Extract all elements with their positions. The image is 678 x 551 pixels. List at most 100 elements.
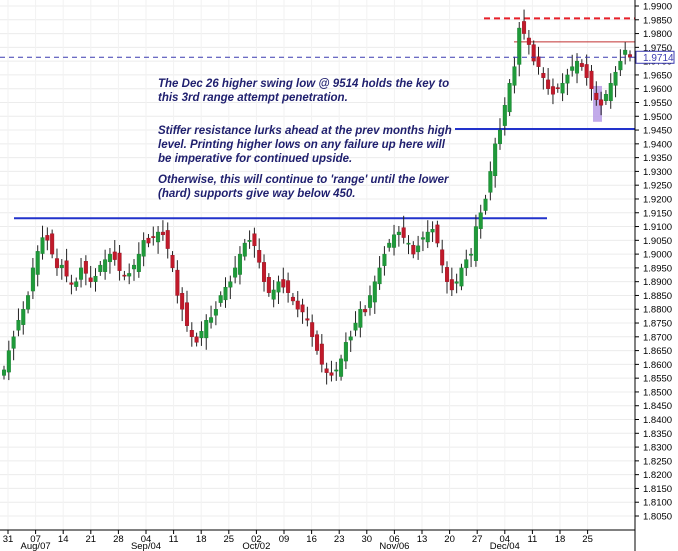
- x-tick-label: 02: [251, 534, 262, 545]
- candle-down: [584, 64, 589, 78]
- y-tick-label: 1.8850: [643, 291, 672, 302]
- candle-up: [26, 295, 31, 310]
- x-tick-label: 18: [196, 534, 207, 545]
- candle-down: [546, 79, 551, 89]
- y-tick-label: 1.9350: [643, 153, 672, 164]
- candle-down: [579, 63, 584, 67]
- candle-up: [608, 82, 613, 102]
- candle-down: [184, 302, 189, 326]
- candle-down: [170, 255, 175, 269]
- candle-up: [575, 60, 580, 74]
- candle-up: [497, 129, 502, 145]
- y-axis-ticks: 1.99001.98501.98001.97501.97001.96501.96…: [635, 2, 672, 523]
- x-axis-ticks: 31 07 14 21 28 04 11 18 25 02 09 16 23 30 06 13 20 27 04 11…: [3, 530, 593, 545]
- candle-up: [93, 275, 98, 282]
- candle-down: [122, 274, 127, 277]
- x-tick-label: 27: [472, 534, 483, 545]
- candle-up: [103, 259, 108, 272]
- candle-up: [478, 212, 483, 229]
- candle-up: [59, 264, 64, 269]
- y-tick-label: 1.9450: [643, 126, 672, 137]
- candle-up: [209, 317, 214, 323]
- candle-up: [454, 281, 459, 284]
- candle-up: [502, 105, 507, 126]
- y-tick-label: 1.9100: [643, 222, 672, 233]
- annotation-swing-low: The Dec 26 higher swing low @ 9514 holds…: [158, 78, 450, 104]
- x-tick-label: 20: [444, 534, 455, 545]
- candle-up: [613, 71, 618, 86]
- x-tick-label: 11: [527, 534, 537, 545]
- x-tick-label: 25: [224, 534, 235, 545]
- y-tick-label: 1.8400: [643, 415, 672, 426]
- y-tick-label: 1.8050: [643, 512, 672, 523]
- y-tick-label: 1.8200: [643, 470, 672, 481]
- candle-down: [151, 236, 156, 238]
- y-tick-label: 1.8500: [643, 387, 672, 398]
- candle-down: [64, 260, 69, 277]
- y-tick-label: 1.9150: [643, 208, 672, 219]
- candle-down: [286, 280, 291, 293]
- x-tick-label: 06: [389, 534, 400, 545]
- candle-up: [2, 369, 6, 376]
- candle-down: [252, 233, 257, 247]
- candle-down: [117, 252, 122, 271]
- candle-down: [319, 343, 324, 365]
- y-tick-label: 1.8750: [643, 319, 672, 330]
- candle-up: [372, 281, 377, 303]
- candle-up: [242, 242, 247, 257]
- candle-down: [45, 235, 50, 241]
- candle-down: [599, 99, 604, 106]
- candle-down: [295, 300, 300, 310]
- candle-down: [550, 86, 555, 95]
- candle-up: [488, 171, 493, 193]
- y-tick-label: 1.9600: [643, 84, 672, 95]
- candle-up: [560, 82, 565, 94]
- last-price-marker: 1.9714: [635, 50, 675, 64]
- candle-down: [536, 56, 541, 67]
- y-tick-label: 1.9050: [643, 236, 672, 247]
- candle-down: [189, 329, 194, 338]
- y-tick-label: 1.8100: [643, 498, 672, 509]
- candle-down: [305, 318, 310, 321]
- candle-down: [180, 293, 185, 310]
- candle-up: [464, 259, 469, 269]
- y-tick-label: 1.8800: [643, 305, 672, 316]
- candles: [2, 9, 633, 385]
- x-tick-label: 25: [582, 534, 593, 545]
- candle-up: [218, 295, 223, 303]
- candle-down: [175, 269, 180, 296]
- candle-up: [507, 82, 512, 113]
- x-tick-label: 13: [417, 534, 428, 545]
- candle-down: [522, 21, 527, 34]
- candle-up: [459, 267, 464, 287]
- y-tick-label: 1.9550: [643, 98, 672, 109]
- candle-down: [440, 249, 445, 266]
- x-tick-label: 07: [30, 534, 41, 545]
- candle-down: [257, 250, 262, 263]
- candle-down: [194, 336, 199, 343]
- candle-up: [430, 229, 435, 233]
- candle-up: [339, 358, 344, 377]
- candle-up: [343, 342, 348, 362]
- candle-down: [435, 224, 440, 244]
- candle-down: [445, 267, 450, 282]
- candle-down: [324, 368, 329, 373]
- annotation-resistance: Stiffer resistance lurks ahead at the pr…: [158, 125, 452, 165]
- candle-up: [603, 94, 608, 102]
- x-tick-label: 18: [555, 534, 566, 545]
- candle-down: [266, 277, 271, 293]
- x-tick-label: 21: [86, 534, 97, 545]
- x-month-label: Nov/06: [379, 541, 409, 551]
- candle-up: [247, 240, 252, 242]
- x-tick-label: 04: [141, 534, 152, 545]
- candle-down: [541, 73, 546, 78]
- candle-down: [363, 309, 368, 313]
- candle-up: [233, 267, 238, 278]
- candle-up: [570, 66, 575, 71]
- candle-up: [74, 281, 79, 287]
- candle-up: [199, 331, 204, 339]
- candle-down: [555, 87, 560, 89]
- vertical-gridlines: [7, 0, 589, 530]
- candle-up: [334, 369, 339, 372]
